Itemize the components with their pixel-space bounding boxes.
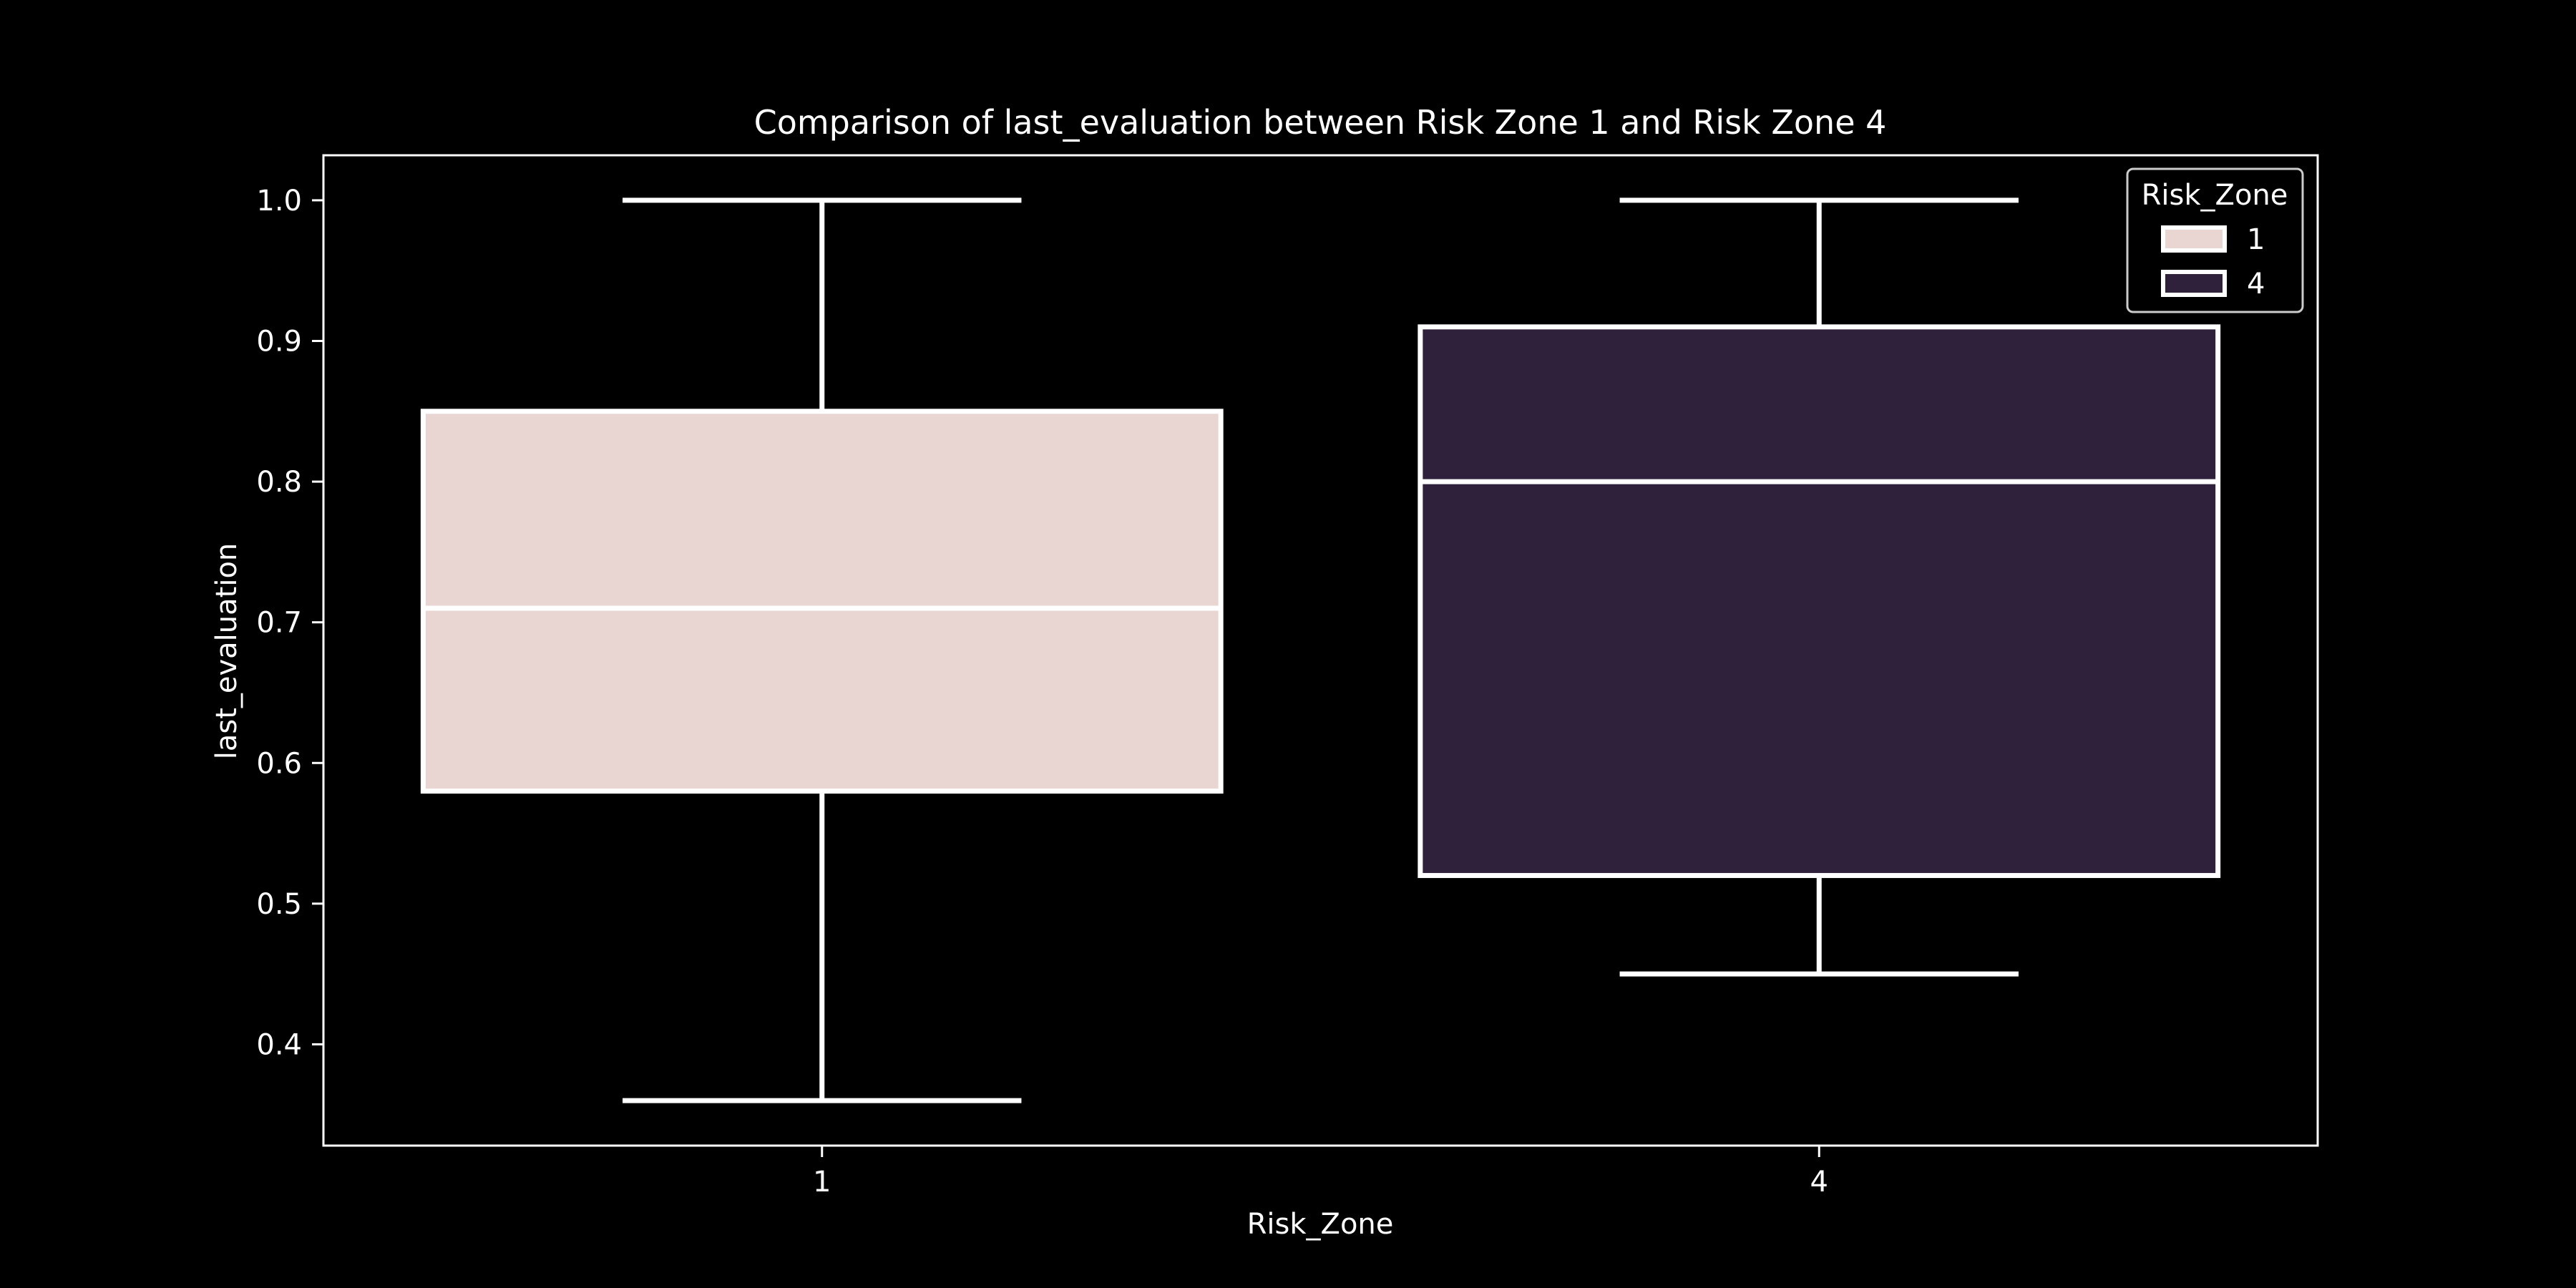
chart-title: Comparison of last_evaluation between Ri… bbox=[754, 103, 1887, 142]
legend-title: Risk_Zone bbox=[2142, 179, 2288, 212]
legend-item-1: 1 bbox=[2161, 223, 2265, 256]
plot-area-frame bbox=[322, 154, 2319, 1147]
legend-swatch bbox=[2161, 270, 2227, 297]
y-tick-label: 0.4 bbox=[256, 1028, 302, 1061]
legend-swatch bbox=[2161, 225, 2227, 253]
y-tick-label: 1.0 bbox=[256, 185, 302, 218]
y-tick-label: 0.5 bbox=[256, 888, 302, 921]
legend-label: 1 bbox=[2247, 223, 2265, 256]
box-iqr bbox=[1418, 324, 2221, 879]
y-axis-label: last_evaluation bbox=[210, 543, 243, 760]
box-group-1 bbox=[420, 197, 1224, 1103]
y-tick-label: 0.8 bbox=[256, 466, 302, 499]
x-axis-label: Risk_Zone bbox=[1247, 1208, 1394, 1241]
legend-item-4: 4 bbox=[2161, 268, 2265, 301]
legend: Risk_Zone 1 4 bbox=[2126, 167, 2304, 313]
x-tick-label: 4 bbox=[1810, 1166, 1828, 1199]
box-iqr bbox=[420, 409, 1224, 794]
x-tick-label: 1 bbox=[813, 1166, 831, 1199]
y-tick-label: 0.9 bbox=[256, 326, 302, 358]
y-tick-label: 0.7 bbox=[256, 607, 302, 640]
y-tick-label: 0.6 bbox=[256, 747, 302, 780]
legend-label: 4 bbox=[2247, 268, 2265, 301]
box-group-4 bbox=[1418, 197, 2221, 977]
